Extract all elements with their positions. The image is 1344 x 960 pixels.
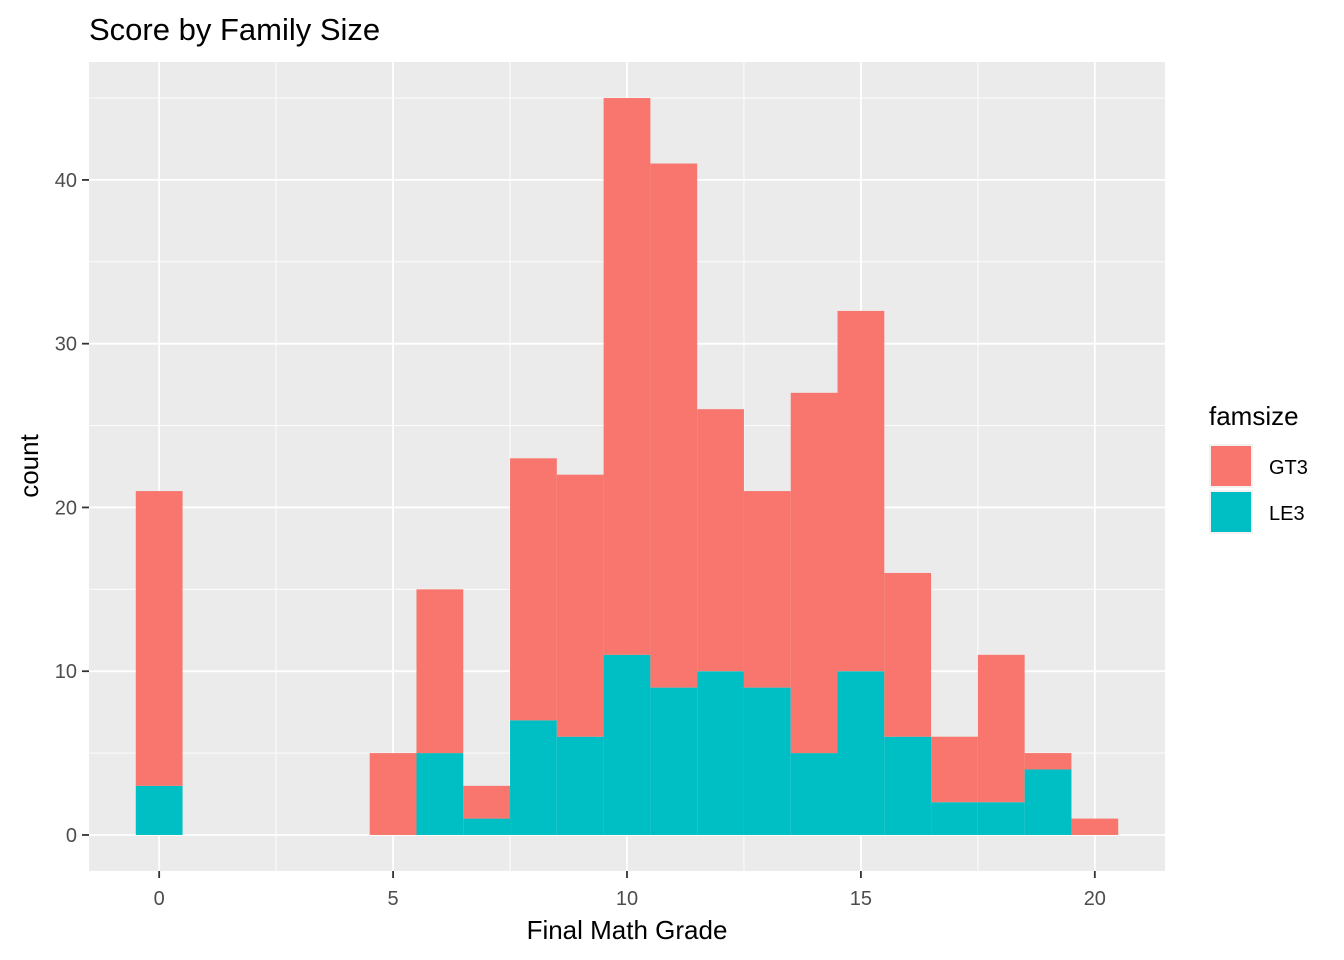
bar-gt3 bbox=[884, 572, 932, 737]
y-axis: 0 10 20 30 40 bbox=[55, 170, 89, 847]
bar-gt3 bbox=[931, 736, 978, 803]
bar-le3 bbox=[135, 785, 183, 835]
y-tick-label: 20 bbox=[55, 497, 77, 519]
y-tick-label: 30 bbox=[55, 334, 77, 356]
bar-le3 bbox=[556, 736, 604, 835]
bar-gt3 bbox=[135, 491, 183, 786]
bar-gt3 bbox=[790, 392, 838, 754]
bar-gt3 bbox=[416, 589, 464, 754]
bar-gt3 bbox=[743, 491, 791, 688]
x-tick-label: 0 bbox=[154, 888, 165, 910]
x-tick-label: 10 bbox=[616, 888, 638, 910]
legend-title: famsize bbox=[1209, 401, 1299, 431]
bar-gt3 bbox=[837, 310, 885, 672]
bar-gt3 bbox=[697, 409, 744, 672]
bar-le3 bbox=[510, 720, 557, 835]
bar-le3 bbox=[416, 753, 464, 835]
bar-le3 bbox=[743, 687, 791, 835]
legend-swatch-gt3 bbox=[1211, 446, 1251, 486]
x-axis: 0 5 10 15 20 bbox=[154, 871, 1106, 910]
bar-le3 bbox=[697, 671, 744, 835]
chart-title: Score by Family Size bbox=[89, 12, 380, 47]
x-axis-title: Final Math Grade bbox=[527, 915, 728, 945]
bar-le3 bbox=[603, 654, 651, 835]
bar-gt3 bbox=[603, 98, 651, 655]
bar-le3 bbox=[1024, 769, 1072, 835]
legend: famsize GT3 LE3 bbox=[1209, 401, 1308, 534]
legend-label-le3: LE3 bbox=[1269, 503, 1305, 525]
bar-gt3 bbox=[977, 654, 1025, 803]
legend-swatch-le3 bbox=[1211, 492, 1251, 532]
plot-panel bbox=[89, 62, 1165, 871]
y-axis-title: count bbox=[14, 433, 44, 497]
bar-le3 bbox=[790, 753, 838, 835]
bar-gt3 bbox=[369, 753, 417, 835]
bar-gt3 bbox=[463, 785, 511, 819]
y-tick-label: 40 bbox=[55, 170, 77, 192]
legend-label-gt3: GT3 bbox=[1269, 457, 1308, 479]
x-tick-label: 5 bbox=[388, 888, 399, 910]
y-tick-label: 0 bbox=[66, 825, 77, 847]
bar-gt3 bbox=[556, 474, 604, 737]
bar-gt3 bbox=[510, 458, 557, 721]
bar-gt3 bbox=[1024, 753, 1072, 770]
x-tick-label: 20 bbox=[1084, 888, 1106, 910]
bar-le3 bbox=[837, 671, 885, 835]
bar-le3 bbox=[884, 736, 932, 835]
bar-le3 bbox=[463, 818, 511, 835]
bar-gt3 bbox=[650, 163, 698, 688]
bar-le3 bbox=[650, 687, 698, 835]
x-tick-label: 15 bbox=[850, 888, 872, 910]
bar-le3 bbox=[977, 802, 1025, 835]
y-tick-label: 10 bbox=[55, 661, 77, 683]
bar-le3 bbox=[931, 802, 978, 835]
bar-gt3 bbox=[1071, 818, 1119, 835]
